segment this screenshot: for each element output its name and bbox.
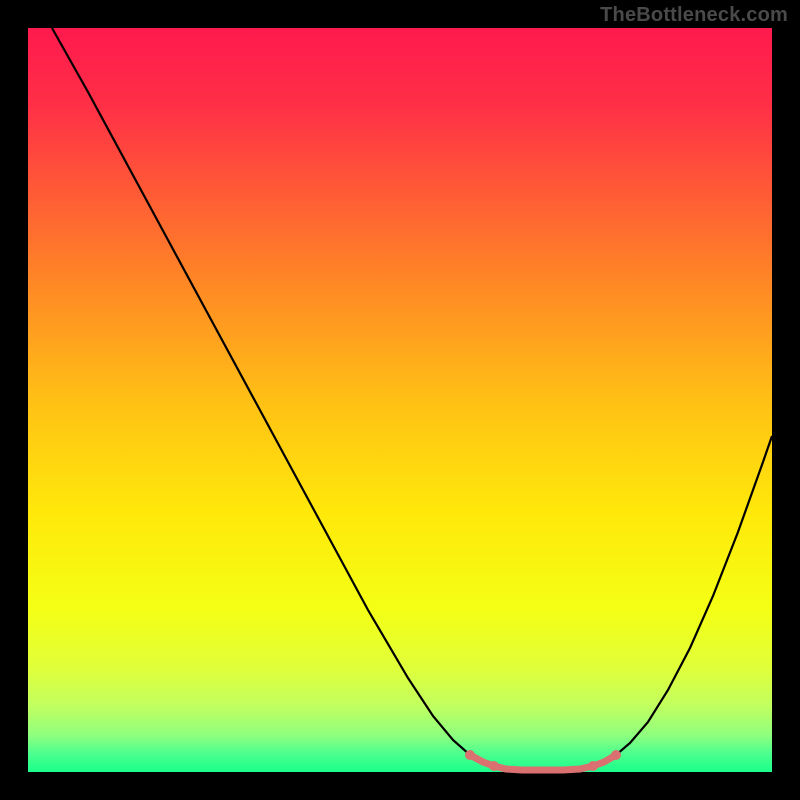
highlight-flat-segment <box>494 766 593 770</box>
highlight-endpoint-4 <box>611 750 621 760</box>
plot-area <box>28 28 772 772</box>
chart-container: TheBottleneck.com <box>0 0 800 800</box>
highlight-endpoint-1 <box>465 750 475 760</box>
bottleneck-curve <box>28 28 772 772</box>
watermark-text: TheBottleneck.com <box>600 4 788 27</box>
main-curve-path <box>52 28 772 770</box>
highlight-endpoint-3 <box>588 761 598 771</box>
highlight-endpoint-2 <box>489 761 499 771</box>
